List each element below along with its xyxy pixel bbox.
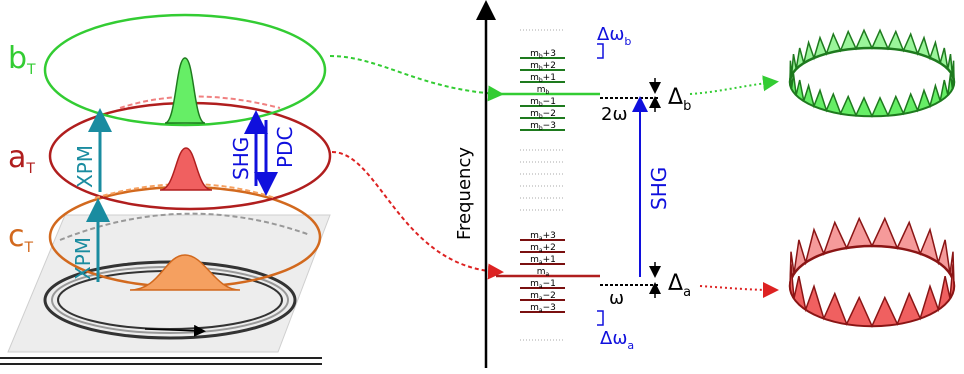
comb-ring-b: [788, 28, 956, 118]
shg-label-middle: SHG: [647, 167, 671, 210]
connector-to-ring-a: [699, 281, 779, 298]
mode-c-plane: [48, 185, 322, 291]
label-b: bT: [8, 41, 36, 78]
pdc-label: PDC: [273, 127, 297, 168]
mode-a-level-label: ma: [537, 267, 550, 278]
c-mode-pulse: [129, 254, 241, 291]
c-projection-dash: [59, 212, 311, 241]
frequency-axis-label: Frequency: [454, 147, 475, 240]
mode-b-level-label: mb: [537, 85, 550, 96]
ring-front-teeth: [789, 67, 955, 118]
mode-a-level-label: ma−3: [530, 303, 556, 314]
spacing-bracket-a: [597, 310, 604, 326]
ring-back-teeth: [789, 216, 955, 287]
detuning-label-a: Δa: [668, 271, 691, 300]
pump-label-2w: 2ω: [601, 104, 628, 125]
mode-a-level-label: ma−2: [530, 291, 556, 302]
xpm-lower-label: XPM: [71, 237, 95, 280]
spacing-label-a: Δωa: [600, 328, 634, 352]
pump-label-w: ω: [609, 288, 624, 309]
a-mode-pulse: [159, 147, 213, 191]
mode-b-level-label: mb−2: [530, 109, 556, 120]
mode-b-level-label: mb+3: [530, 49, 556, 60]
mode-b-level-label: mb−3: [530, 121, 556, 132]
mode-a-level-label: ma+2: [530, 243, 556, 254]
xpm-upper-label: XPM: [73, 145, 97, 188]
mode-b-plane: [43, 13, 327, 127]
detuning-label-b: Δb: [668, 85, 691, 114]
label-c: cT: [8, 219, 34, 256]
mode-a-level-label: ma+3: [530, 231, 556, 242]
connector-to-ring-b: [689, 75, 779, 95]
mode-b-level-label: mb+1: [530, 73, 556, 84]
ring-front-teeth: [789, 264, 955, 328]
shg-label-left: SHG: [229, 137, 253, 180]
comb-ring-a: [788, 216, 956, 328]
spacing-label-b: Δωb: [597, 24, 631, 48]
label-a: aT: [8, 140, 35, 177]
spacing-bracket-b: [597, 43, 604, 59]
mode-b-level-label: mb−1: [530, 97, 556, 108]
mode-a-level-label: ma+1: [530, 255, 556, 266]
circulation-arrow: [144, 324, 206, 337]
ring-back-teeth: [789, 28, 955, 83]
mode-b-level-label: mb+2: [530, 61, 556, 72]
b-mode-pulse: [164, 57, 206, 124]
mode-a-level-label: ma−1: [530, 279, 556, 290]
connector-b: [329, 55, 504, 102]
